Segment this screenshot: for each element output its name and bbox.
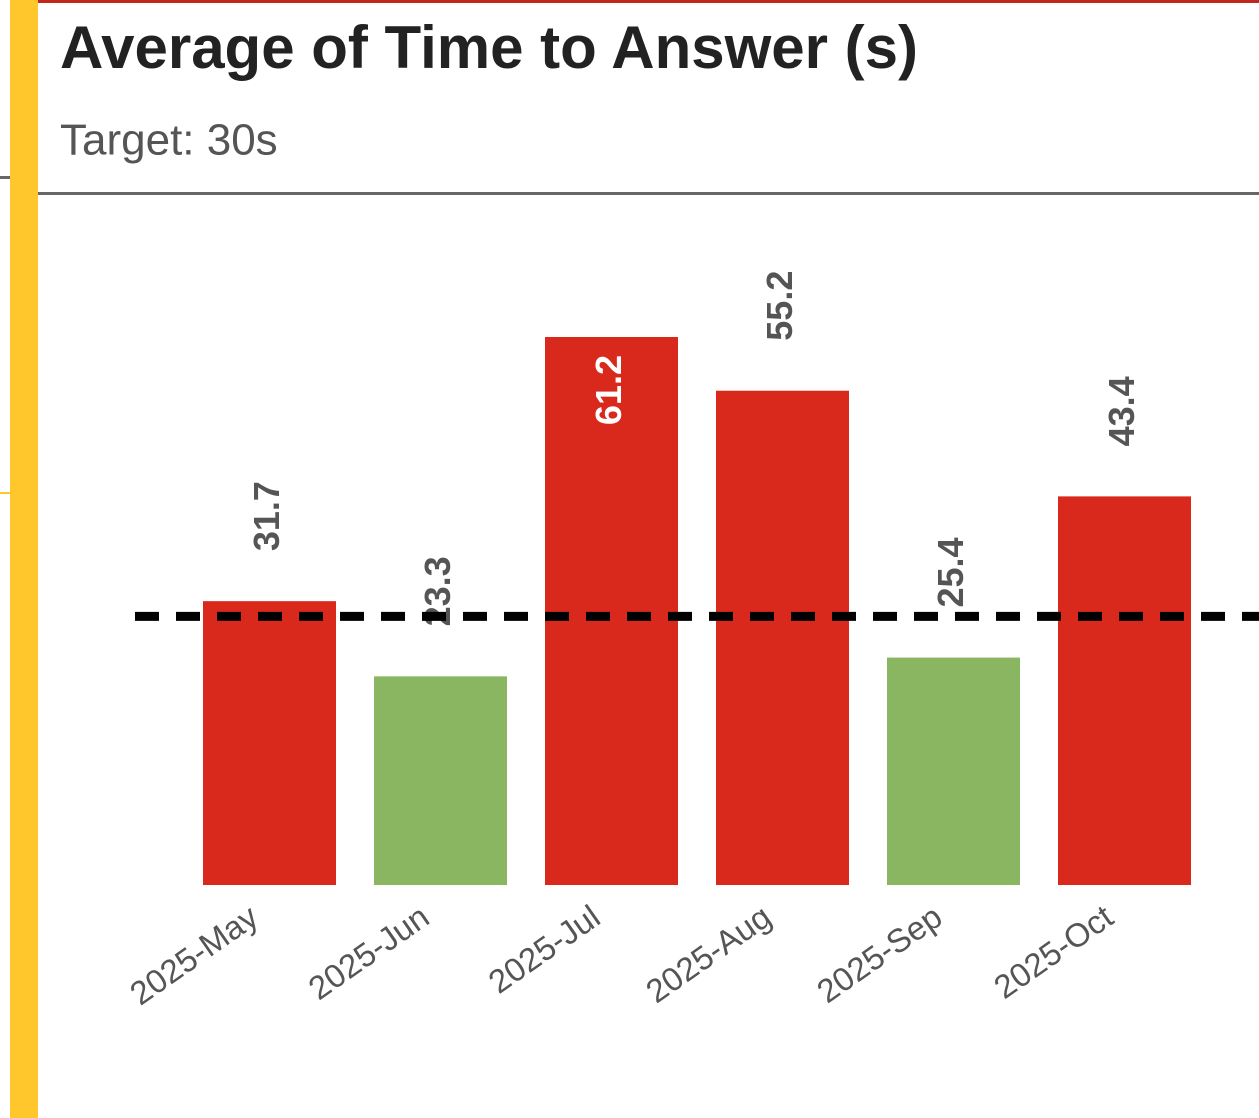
side-strip: [10, 0, 38, 1118]
data-label: 31.7: [246, 481, 287, 551]
bar: [1058, 496, 1191, 885]
chart-title: Average of Time to Answer (s): [60, 14, 918, 81]
bar: [545, 337, 678, 885]
x-tick-label: 2025-Jun: [302, 898, 436, 1007]
x-tick-label: 2025-Jul: [482, 898, 607, 1001]
data-label: 55.2: [759, 271, 800, 341]
data-label: 25.4: [930, 537, 971, 607]
side-tick: [0, 492, 10, 494]
header-rule: [38, 192, 1259, 195]
chart-subtitle: Target: 30s: [60, 116, 278, 165]
bar: [374, 676, 507, 885]
top-border: [38, 0, 1259, 3]
x-tick-label: 2025-May: [123, 897, 265, 1012]
x-tick-label: 2025-Aug: [639, 898, 777, 1010]
data-label: 43.4: [1101, 376, 1142, 446]
x-tick-label: 2025-Oct: [987, 898, 1119, 1006]
side-tick: [0, 176, 10, 179]
bar: [887, 657, 1020, 885]
data-label: 61.2: [588, 355, 629, 425]
bar: [203, 601, 336, 885]
bar: [716, 390, 849, 885]
x-tick-label: 2025-Sep: [810, 898, 948, 1010]
